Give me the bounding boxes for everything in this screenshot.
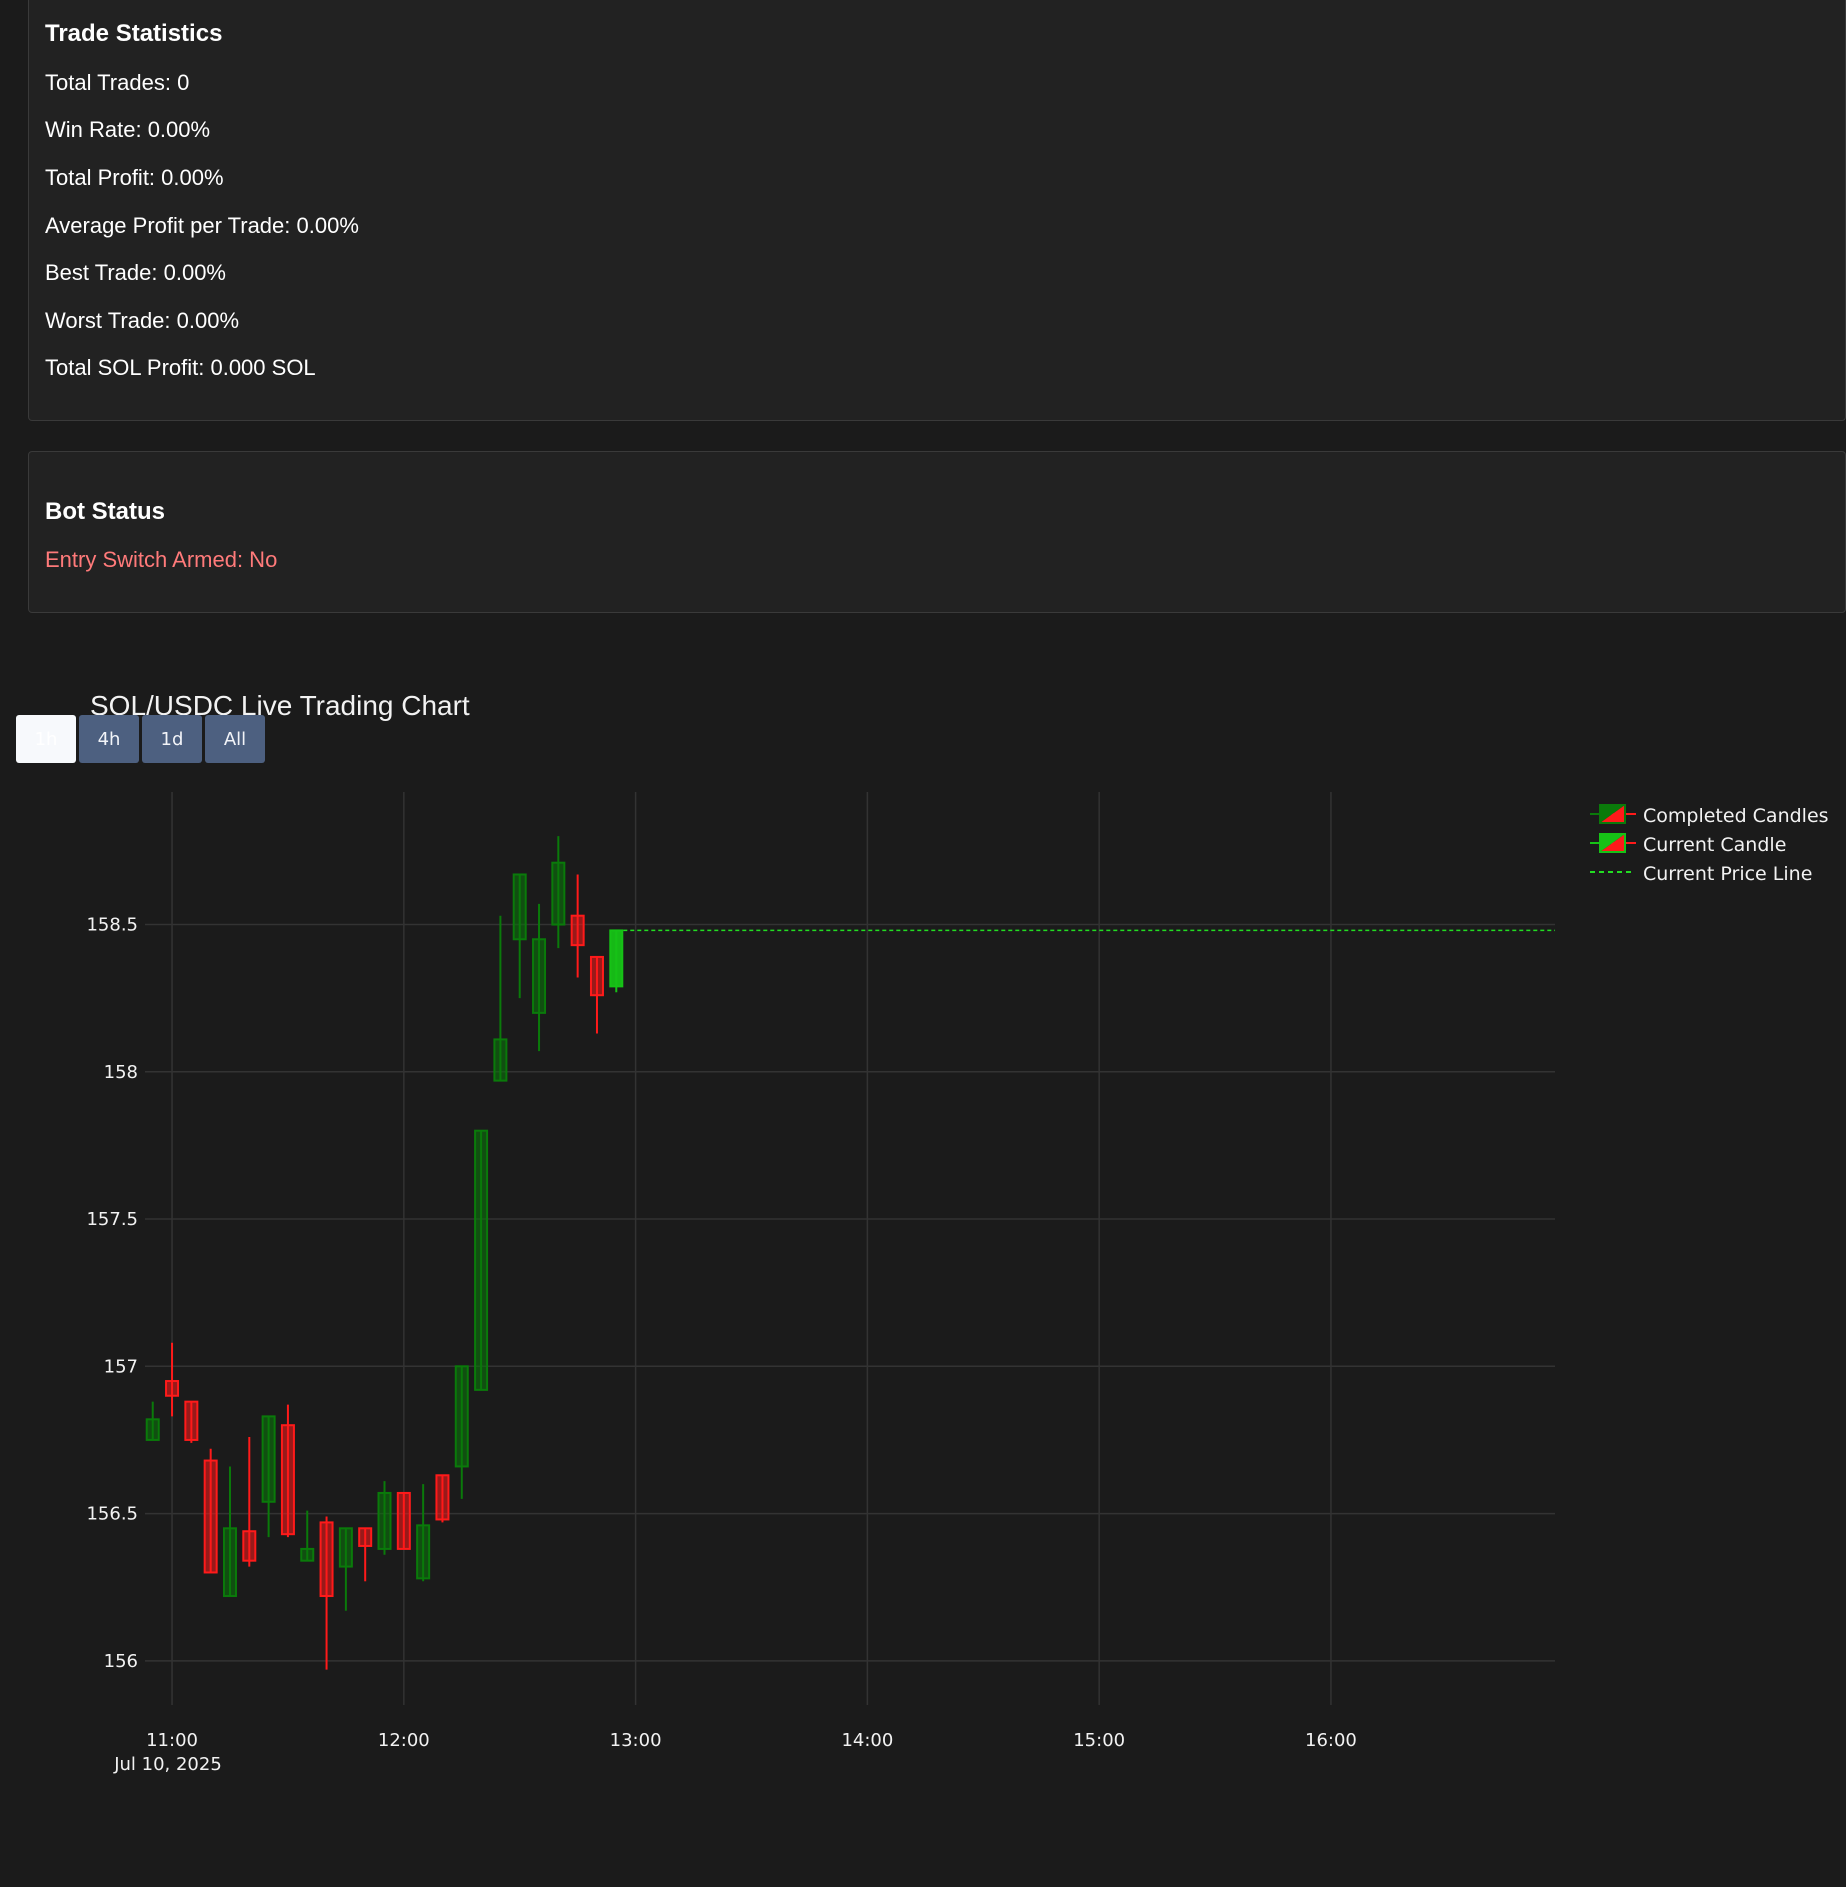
candle[interactable]	[242, 1436, 257, 1567]
candle[interactable]	[319, 1516, 334, 1670]
candle-body	[493, 1038, 508, 1082]
candle-body	[165, 1380, 180, 1397]
candle-body	[551, 861, 566, 926]
candle[interactable]	[184, 1400, 199, 1443]
range-button-1h[interactable]: 1h	[16, 715, 76, 763]
legend-item-current-price-line[interactable]: Current Price Line	[1590, 863, 1812, 885]
candle[interactable]	[261, 1415, 276, 1538]
x-tick-label: 14:00	[841, 1730, 893, 1751]
win-rate: Win Rate: 0.00%	[45, 117, 211, 142]
x-tick-label: 15:00	[1073, 1730, 1125, 1751]
legend-current-down-swatch	[1600, 834, 1625, 852]
total-profit: Total Profit: 0.00%	[45, 165, 224, 190]
worst-trade: Worst Trade: 0.00%	[45, 308, 240, 333]
candle-body	[609, 929, 624, 988]
y-tick-label: 158	[104, 1062, 138, 1083]
candle[interactable]	[512, 873, 527, 999]
total-sol-profit: Total SOL Profit: 0.000 SOL	[45, 355, 316, 380]
candle-body	[532, 938, 547, 1014]
candle[interactable]	[165, 1342, 180, 1417]
candle-body	[261, 1415, 276, 1503]
candles-layer	[145, 836, 624, 1670]
candle-body	[300, 1547, 315, 1562]
current-candle[interactable]	[609, 929, 624, 993]
candle[interactable]	[416, 1484, 431, 1582]
candle[interactable]	[145, 1401, 160, 1441]
y-tick-label: 157	[104, 1356, 138, 1377]
candle[interactable]	[589, 955, 604, 1034]
candle[interactable]	[358, 1527, 373, 1582]
candle[interactable]	[454, 1365, 469, 1499]
chart-grid	[145, 792, 1555, 1705]
bot-status-panel: Bot Status Entry Switch Armed: No	[28, 451, 1846, 613]
bot-status-title: Bot Status	[45, 498, 165, 525]
candle-body	[145, 1418, 160, 1441]
candle[interactable]	[203, 1448, 218, 1574]
x-axis-date-label: Jul 10, 2025	[113, 1754, 222, 1775]
candle-body	[319, 1521, 334, 1598]
trade-statistics-panel: Trade Statistics Total Trades: 0 Win Rat…	[28, 0, 1846, 421]
x-tick-label: 16:00	[1305, 1730, 1357, 1751]
candle-body	[203, 1459, 218, 1574]
legend-label-completed-candles: Completed Candles	[1643, 805, 1829, 827]
candle-body	[358, 1527, 373, 1547]
candle[interactable]	[280, 1404, 295, 1538]
legend-label-current-candle: Current Candle	[1643, 834, 1786, 856]
axis-ticks: 156 156.5 157 157.5 158 158.5 11:00 12:00 13:00 1…	[86, 915, 1356, 1751]
y-tick-label: 156	[104, 1651, 138, 1672]
total-trades: Total Trades: 0	[45, 70, 190, 95]
legend-item-completed-candles[interactable]: Completed Candles	[1590, 804, 1829, 827]
candle-body	[338, 1527, 353, 1568]
candle-body	[222, 1527, 237, 1598]
best-trade: Best Trade: 0.00%	[45, 260, 226, 285]
candle[interactable]	[377, 1481, 392, 1555]
candle[interactable]	[300, 1510, 315, 1562]
candle[interactable]	[493, 915, 508, 1082]
candle-body	[435, 1474, 450, 1521]
candle-body	[280, 1424, 295, 1536]
legend-label-current-price-line: Current Price Line	[1643, 863, 1812, 885]
candle[interactable]	[532, 903, 547, 1052]
range-button-4h[interactable]: 4h	[79, 715, 139, 763]
candle-body	[184, 1400, 199, 1441]
average-profit-per-trade: Average Profit per Trade: 0.00%	[45, 213, 359, 238]
candle-body	[396, 1491, 411, 1550]
candle[interactable]	[338, 1527, 353, 1611]
chart-legend[interactable]: Completed Candles Current Candle Current…	[1590, 804, 1829, 885]
candle-body	[242, 1530, 257, 1562]
x-tick-label: 11:00	[146, 1730, 198, 1751]
range-button-all[interactable]: All	[205, 715, 265, 763]
candle[interactable]	[551, 836, 566, 949]
legend-completed-down-swatch	[1600, 805, 1625, 823]
x-tick-label: 13:00	[610, 1730, 662, 1751]
candle-body	[454, 1365, 469, 1468]
legend-current-box	[1599, 833, 1626, 853]
candle-body	[474, 1129, 489, 1391]
range-button-1d[interactable]: 1d	[142, 715, 202, 763]
candle-body	[570, 914, 585, 947]
candle[interactable]	[570, 874, 585, 978]
candle[interactable]	[396, 1491, 411, 1550]
candle[interactable]	[222, 1466, 237, 1598]
legend-item-current-candle[interactable]: Current Candle	[1590, 833, 1786, 856]
candle-body	[512, 873, 527, 941]
legend-completed-box	[1599, 804, 1626, 824]
candle-body	[589, 955, 604, 997]
y-tick-label: 157.5	[86, 1209, 138, 1230]
candle-body	[416, 1524, 431, 1580]
trade-statistics-title: Trade Statistics	[45, 20, 223, 47]
y-tick-label: 158.5	[86, 915, 138, 936]
candle[interactable]	[474, 1129, 489, 1391]
candle[interactable]	[435, 1474, 450, 1523]
y-tick-label: 156.5	[86, 1504, 138, 1525]
x-tick-label: 12:00	[378, 1730, 430, 1751]
candle-body	[377, 1491, 392, 1550]
entry-switch-status: Entry Switch Armed: No	[45, 547, 278, 572]
